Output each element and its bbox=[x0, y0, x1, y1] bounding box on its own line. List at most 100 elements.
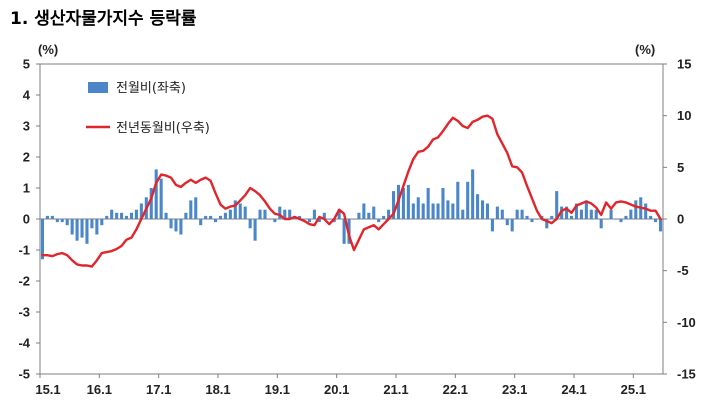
bar bbox=[159, 178, 163, 219]
right-axis-unit: (%) bbox=[635, 42, 655, 57]
bar bbox=[411, 203, 415, 219]
bar bbox=[273, 219, 277, 223]
right-tick-label: -10 bbox=[677, 315, 696, 330]
bar bbox=[154, 169, 158, 219]
bar bbox=[485, 203, 490, 219]
bar bbox=[416, 197, 420, 219]
bar bbox=[238, 203, 242, 219]
bar bbox=[134, 209, 138, 219]
bar bbox=[589, 209, 593, 219]
bar bbox=[570, 215, 574, 219]
bar bbox=[85, 219, 89, 244]
bar bbox=[218, 215, 223, 219]
bar bbox=[258, 209, 262, 219]
right-tick-label: -15 bbox=[677, 367, 696, 382]
left-tick-label: -1 bbox=[18, 243, 30, 258]
bar bbox=[174, 219, 178, 232]
x-tick-label: 19.1 bbox=[265, 382, 290, 397]
bar bbox=[115, 212, 119, 219]
bar bbox=[367, 212, 371, 219]
x-tick-label: 17.1 bbox=[146, 382, 171, 397]
bar bbox=[446, 200, 450, 219]
bar bbox=[199, 219, 203, 226]
bar bbox=[372, 206, 376, 219]
bar bbox=[100, 219, 104, 226]
bar bbox=[65, 219, 69, 226]
bar bbox=[584, 200, 588, 219]
bar bbox=[209, 215, 213, 219]
bar bbox=[619, 219, 623, 223]
bar bbox=[169, 219, 173, 229]
bar bbox=[377, 219, 381, 223]
bar bbox=[481, 200, 485, 219]
bar bbox=[421, 203, 425, 219]
bar bbox=[253, 219, 257, 241]
bar bbox=[441, 188, 445, 219]
bar bbox=[75, 219, 79, 241]
bar bbox=[604, 219, 608, 220]
x-tick-label: 20.1 bbox=[324, 382, 349, 397]
bar bbox=[214, 219, 218, 223]
bar bbox=[352, 219, 356, 220]
bar bbox=[599, 219, 603, 229]
bar bbox=[303, 219, 307, 220]
bar bbox=[337, 209, 341, 219]
left-tick-label: 2 bbox=[23, 150, 30, 165]
x-axis-ticks: 15.1 16.1 17.1 18.1 19.1 20.1 21.1 22.1 23.1 24.1… bbox=[35, 374, 646, 397]
bar bbox=[164, 212, 168, 219]
bar bbox=[535, 219, 539, 220]
bar bbox=[456, 181, 460, 219]
bar bbox=[594, 209, 598, 219]
chart-title: 1. 생산자물가지수 등락률 bbox=[10, 9, 197, 29]
line-series bbox=[41, 114, 662, 268]
bar bbox=[45, 215, 49, 219]
left-tick-label: 0 bbox=[23, 212, 30, 227]
bar bbox=[243, 206, 247, 219]
bar bbox=[505, 219, 509, 226]
bar bbox=[278, 206, 282, 219]
x-tick-label: 22.1 bbox=[443, 382, 468, 397]
bar bbox=[401, 188, 405, 219]
x-tick-label: 15.1 bbox=[35, 382, 60, 397]
x-tick-label: 23.1 bbox=[502, 382, 527, 397]
right-tick-label: 5 bbox=[677, 160, 684, 175]
bar bbox=[500, 209, 504, 219]
bar bbox=[614, 219, 618, 220]
bar bbox=[322, 212, 326, 219]
bar bbox=[204, 215, 208, 219]
bar bbox=[50, 215, 54, 219]
bar bbox=[327, 219, 331, 220]
x-tick-label: 24.1 bbox=[561, 382, 586, 397]
bar bbox=[609, 209, 613, 219]
bar bbox=[312, 209, 316, 219]
bar bbox=[515, 209, 519, 219]
right-tick-label: 10 bbox=[677, 108, 691, 123]
left-axis-ticks: 5 4 3 2 1 0 -1 -2 -3 -4 -5 bbox=[18, 57, 40, 382]
bar bbox=[579, 209, 583, 219]
legend: 전월비(좌축) 전년동월비(우축) bbox=[86, 81, 210, 136]
bar bbox=[466, 181, 470, 219]
left-axis-unit: (%) bbox=[38, 42, 58, 57]
bar bbox=[624, 215, 628, 219]
left-tick-label: 3 bbox=[23, 119, 30, 134]
bar bbox=[189, 200, 193, 219]
bar bbox=[298, 215, 302, 219]
bar bbox=[387, 209, 391, 219]
bar bbox=[120, 212, 124, 219]
bar bbox=[649, 215, 653, 219]
x-tick-label: 18.1 bbox=[205, 382, 230, 397]
left-tick-label: 1 bbox=[23, 181, 30, 196]
bar bbox=[179, 219, 183, 235]
bar bbox=[233, 200, 237, 219]
bar bbox=[149, 188, 153, 219]
bar bbox=[644, 203, 648, 219]
legend-line-label: 전년동월비(우축) bbox=[116, 121, 210, 136]
bar bbox=[471, 169, 475, 219]
left-tick-label: -5 bbox=[18, 367, 30, 382]
bar bbox=[426, 188, 430, 219]
bar bbox=[520, 209, 524, 219]
bar bbox=[654, 219, 658, 223]
x-tick-label: 21.1 bbox=[383, 382, 408, 397]
right-tick-label: 0 bbox=[677, 212, 684, 227]
